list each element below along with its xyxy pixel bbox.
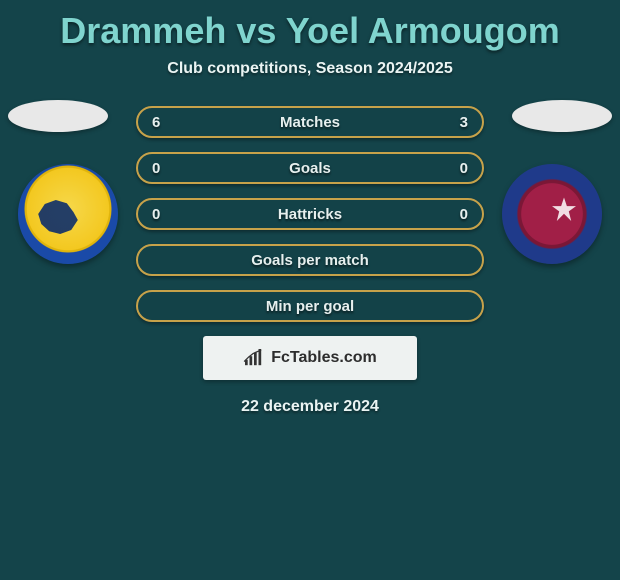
player-silhouette-right [512,100,612,132]
stat-row-matches: 6 Matches 3 [136,106,484,138]
stat-row-goals: 0 Goals 0 [136,152,484,184]
stat-row-min-per-goal: Min per goal [136,290,484,322]
page-title: Drammeh vs Yoel Armougom [0,0,620,52]
stat-right-value: 3 [446,108,482,136]
stats-list: 6 Matches 3 0 Goals 0 0 Hattricks 0 Goal… [136,106,484,322]
stat-label: Min per goal [266,298,354,315]
stat-left-value [138,246,166,274]
stat-left-value: 0 [138,200,174,228]
stat-left-value [138,292,166,320]
stat-right-value: 0 [446,154,482,182]
watermark-badge[interactable]: FcTables.com [203,336,417,380]
stat-row-goals-per-match: Goals per match [136,244,484,276]
comparison-panel: 6 Matches 3 0 Goals 0 0 Hattricks 0 Goal… [0,106,620,416]
stat-label: Goals [289,160,331,177]
club-badge-left [18,164,118,264]
stat-label: Matches [280,114,340,131]
stat-left-value: 0 [138,154,174,182]
date-label: 22 december 2024 [0,398,620,416]
club-badge-right [502,164,602,264]
subtitle: Club competitions, Season 2024/2025 [0,60,620,78]
player-silhouette-left [8,100,108,132]
stat-row-hattricks: 0 Hattricks 0 [136,198,484,230]
stat-right-value [454,246,482,274]
stat-left-value: 6 [138,108,174,136]
bar-chart-icon [243,349,265,367]
stat-right-value: 0 [446,200,482,228]
stat-right-value [454,292,482,320]
stat-label: Goals per match [251,252,369,269]
watermark-text: FcTables.com [271,349,377,367]
stat-label: Hattricks [278,206,342,223]
